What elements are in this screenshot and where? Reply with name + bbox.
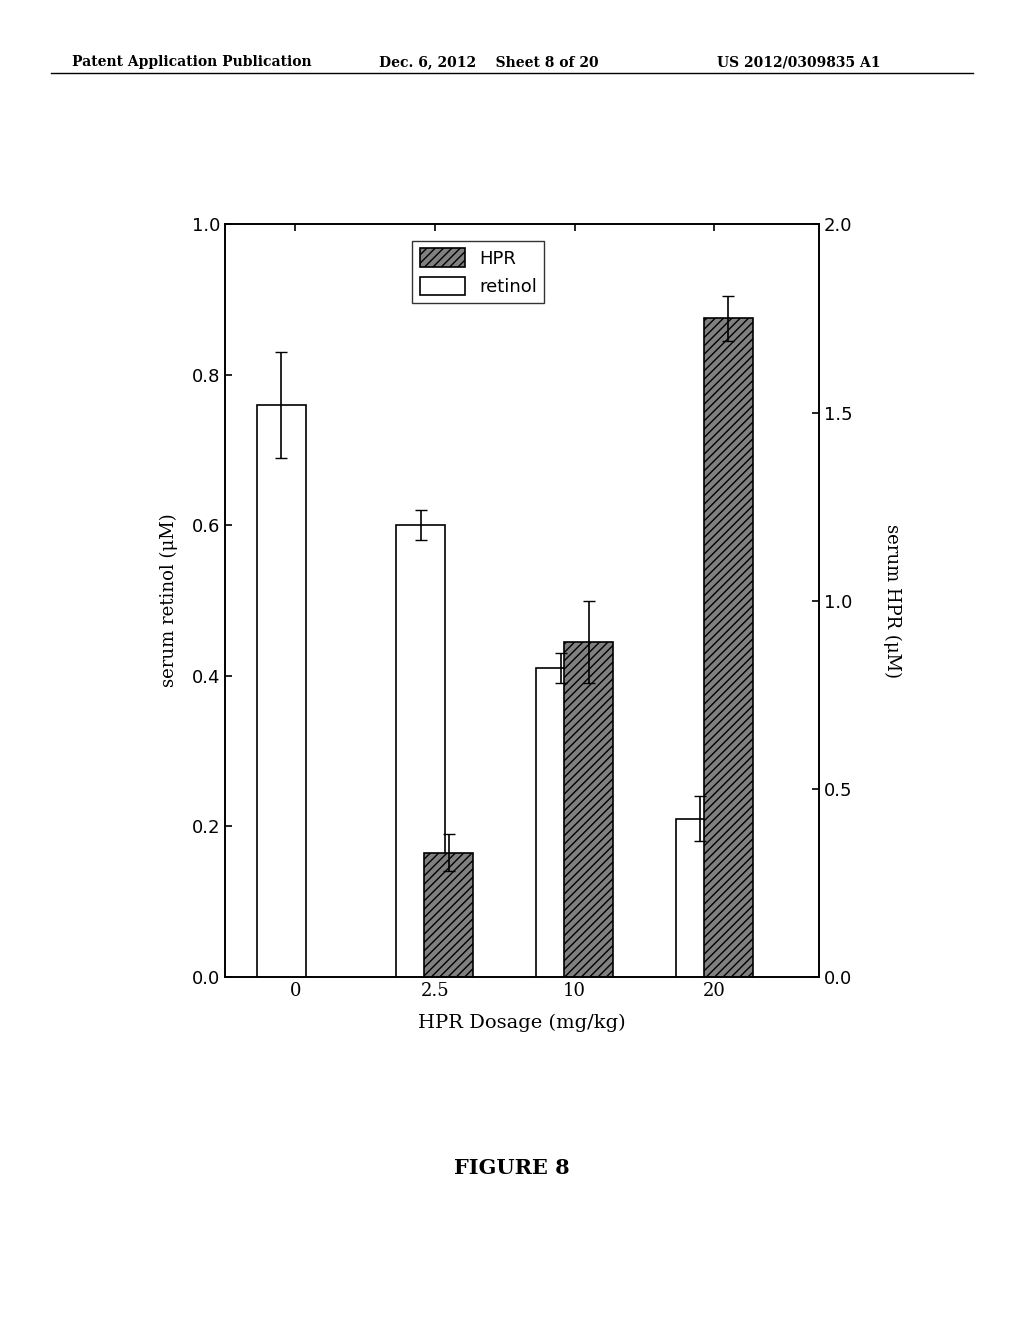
Text: US 2012/0309835 A1: US 2012/0309835 A1 [717, 55, 881, 70]
Bar [564, 642, 613, 977]
Bar [703, 318, 753, 977]
Bar [257, 405, 305, 977]
Bar [396, 525, 445, 977]
Bar [424, 853, 473, 977]
Bar [676, 818, 725, 977]
Legend: HPR, retinol: HPR, retinol [413, 242, 545, 304]
Text: Patent Application Publication: Patent Application Publication [72, 55, 311, 70]
X-axis label: HPR Dosage (mg/kg): HPR Dosage (mg/kg) [419, 1014, 626, 1032]
Y-axis label: serum retinol (μM): serum retinol (μM) [160, 513, 178, 688]
Text: Dec. 6, 2012    Sheet 8 of 20: Dec. 6, 2012 Sheet 8 of 20 [379, 55, 598, 70]
Y-axis label: serum HPR (μM): serum HPR (μM) [884, 524, 901, 677]
Bar [537, 668, 585, 977]
Text: FIGURE 8: FIGURE 8 [455, 1158, 569, 1179]
